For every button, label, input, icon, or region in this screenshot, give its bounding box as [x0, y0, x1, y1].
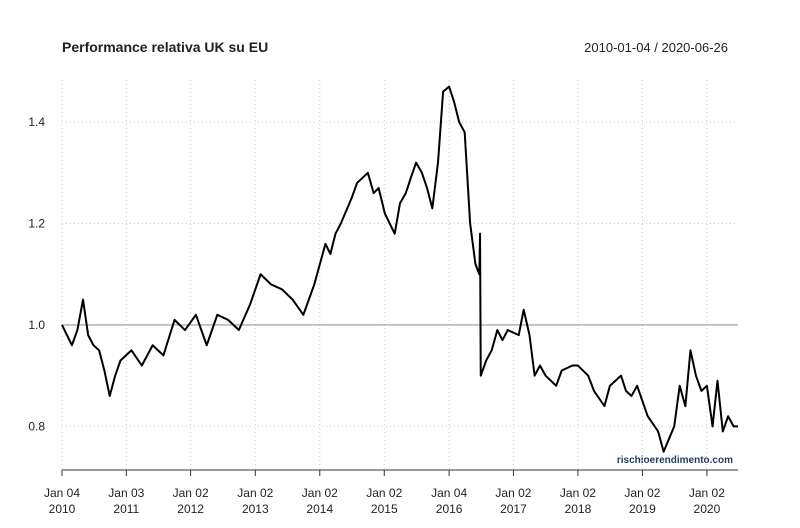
x-tick-label: Jan 04 2010	[44, 486, 80, 516]
watermark: rischioerendimento.com	[617, 455, 733, 466]
x-tick-label: Jan 02 2012	[173, 486, 209, 516]
y-tick-label: 1.2	[28, 217, 45, 231]
x-tick-label: Jan 02 2015	[366, 486, 402, 516]
chart-subtitle: 2010-01-04 / 2020-06-26	[584, 40, 728, 55]
y-tick-label: 1.4	[28, 115, 45, 129]
line-series	[61, 85, 738, 453]
y-tick-label: 1.0	[28, 318, 45, 332]
x-tick-label: Jan 02 2014	[302, 486, 338, 516]
x-tick-label: Jan 02 2019	[624, 486, 660, 516]
x-tick-label: Jan 03 2011	[108, 486, 144, 516]
x-tick-label: Jan 02 2013	[237, 486, 273, 516]
x-tick-label: Jan 02 2018	[560, 486, 596, 516]
x-tick-label: Jan 02 2020	[689, 486, 725, 516]
x-tick-label: Jan 02 2017	[495, 486, 531, 516]
x-tick-label: Jan 04 2016	[431, 486, 467, 516]
y-tick-label: 0.8	[28, 419, 45, 433]
chart-title: Performance relativa UK su EU	[62, 39, 268, 55]
